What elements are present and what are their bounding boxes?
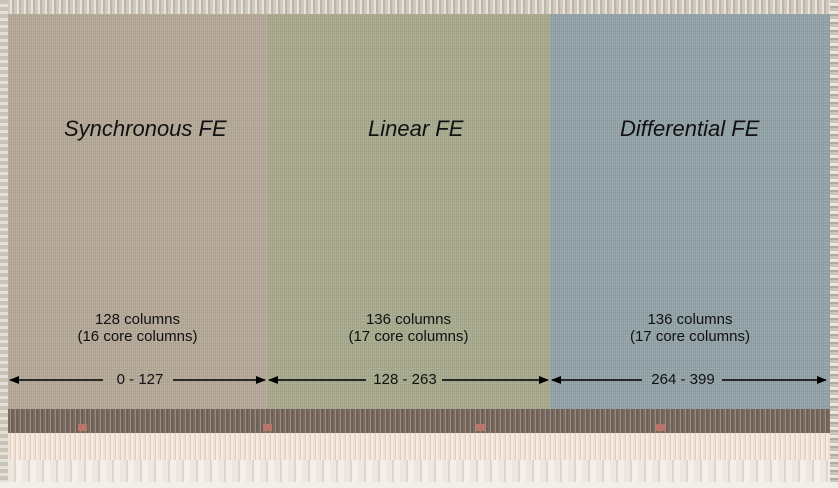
periphery-pad [263,424,272,431]
periphery-pad [656,424,665,431]
differential-fe-title: Differential FE [620,116,760,141]
synchronous-fe-title: Synchronous FE [64,116,227,141]
column-range-row: 0 - 127 128 - 263 264 - 399 [8,370,830,390]
differential-fe-core-columns: (17 core columns) [629,328,751,345]
linear-fe-columns: 136 columns [365,311,452,328]
range-arrows [9,376,827,384]
synchronous-fe-range: 0 - 127 [116,371,164,388]
periphery-pad [476,424,485,431]
chip-periphery-dark-band [8,409,830,433]
differential-fe-region: Differential FE 136 columns (17 core col… [550,14,830,409]
chip-bottom-edge [0,482,838,488]
chip-periphery-light-band [8,433,830,460]
linear-fe-core-columns: (17 core columns) [348,328,469,345]
chip-right-edge [830,0,838,488]
synchronous-fe-column-info: 128 columns (16 core columns) [8,311,267,345]
periphery-pad [78,424,87,431]
synchronous-fe-columns: 128 columns [94,311,181,328]
differential-fe-columns: 136 columns [647,311,733,328]
linear-fe-column-info: 136 columns (17 core columns) [267,311,550,345]
synchronous-fe-core-columns: (16 core columns) [77,328,198,345]
chip-left-edge [0,0,8,488]
differential-fe-range: 264 - 399 [651,371,715,388]
linear-fe-range: 128 - 263 [373,371,437,388]
synchronous-fe-region: Synchronous FE 128 columns (16 core colu… [8,14,267,409]
differential-fe-column-info: 136 columns (17 core columns) [550,311,830,345]
linear-fe-title: Linear FE [368,116,464,141]
chip-top-edge [0,0,838,14]
chip-periphery-bottom-band [8,460,830,482]
linear-fe-region: Linear FE 136 columns (17 core columns) [267,14,550,409]
